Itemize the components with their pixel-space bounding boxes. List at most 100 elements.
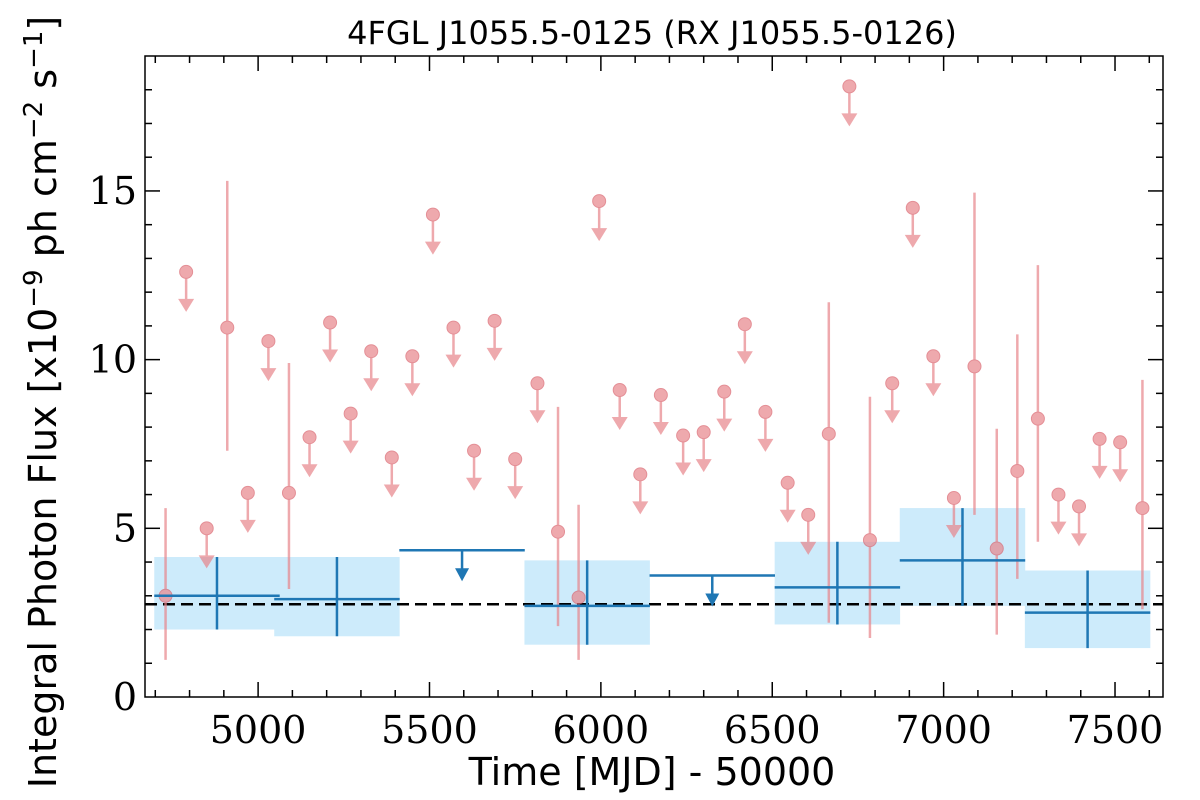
data-point xyxy=(343,406,358,421)
long-bin-point xyxy=(524,560,650,645)
data-point xyxy=(885,376,900,391)
short-bin-point xyxy=(301,430,318,478)
short-bin-point xyxy=(281,363,296,590)
short-bin-point xyxy=(841,79,858,127)
upper-limit-arrow xyxy=(675,462,692,476)
long-bin-point xyxy=(154,556,280,630)
data-point xyxy=(508,452,523,467)
short-bin-point xyxy=(363,344,380,392)
data-point xyxy=(220,320,235,335)
data-point xyxy=(1072,499,1087,514)
upper-limit-arrow xyxy=(591,228,608,242)
upper-limit-arrow xyxy=(779,509,796,523)
y-tick-label: 15 xyxy=(89,169,137,213)
upper-limit-arrow xyxy=(322,349,339,363)
long-bin-bands xyxy=(154,508,1151,649)
short-bin-point xyxy=(1071,499,1088,547)
data-point xyxy=(862,533,877,548)
short-bin-point xyxy=(945,490,962,538)
data-point xyxy=(467,443,482,458)
y-axis-label-exp3: −1 xyxy=(19,31,49,69)
short-bin-point xyxy=(571,504,586,660)
upper-limit-arrow xyxy=(757,438,774,452)
data-point xyxy=(323,315,338,330)
short-bin-point xyxy=(1050,487,1067,535)
data-point xyxy=(1092,431,1107,446)
short-bin-point xyxy=(884,376,901,424)
y-axis-label-mid2: s xyxy=(21,69,65,101)
upper-limit-arrow xyxy=(363,378,380,392)
short-bin-point xyxy=(507,452,524,500)
long-bin-point xyxy=(649,574,775,607)
short-bin-point xyxy=(1030,265,1045,542)
data-point xyxy=(487,313,502,328)
data-point xyxy=(653,388,668,403)
upper-limit-arrow xyxy=(507,486,524,500)
short-bin-point xyxy=(925,349,942,397)
data-point xyxy=(758,404,773,419)
data-point xyxy=(612,382,627,397)
upper-limit-arrow xyxy=(652,422,669,436)
short-bin-point xyxy=(342,406,359,454)
data-point xyxy=(261,334,276,349)
data-point xyxy=(1113,435,1128,450)
data-point xyxy=(967,359,982,374)
data-point xyxy=(1135,501,1150,516)
short-bin-point xyxy=(424,207,441,255)
data-point xyxy=(989,541,1004,556)
y-axis-label-mid: ph cm xyxy=(21,139,65,269)
short-bin-point xyxy=(220,180,235,451)
short-bin-point xyxy=(1135,379,1150,610)
data-point xyxy=(281,485,296,500)
chart-title: 4FGL J1055.5-0125 (RX J1055.5-0126) xyxy=(347,14,957,52)
data-point xyxy=(926,349,941,364)
short-bin-point xyxy=(198,521,215,569)
short-bin-point xyxy=(260,334,277,382)
short-bin-point xyxy=(551,406,566,627)
y-tick-label: 5 xyxy=(113,506,137,550)
x-tick-label: 7500 xyxy=(1067,708,1164,752)
long-bin-point xyxy=(1024,570,1151,649)
data-point xyxy=(676,428,691,443)
data-point xyxy=(384,450,399,465)
upper-limit-arrow xyxy=(884,410,901,424)
y-axis-label-exp2: −2 xyxy=(19,101,49,139)
data-point xyxy=(801,507,816,522)
upper-limit-arrow xyxy=(445,354,462,368)
data-point xyxy=(780,475,795,490)
data-point xyxy=(1030,411,1045,426)
data-point xyxy=(592,194,607,209)
long-bin-point xyxy=(899,508,1026,606)
data-point xyxy=(179,264,194,279)
data-point xyxy=(302,430,317,445)
short-bin-point xyxy=(862,396,877,638)
upper-limit-arrow xyxy=(342,440,359,454)
y-tick-labels: 0 5 10 15 xyxy=(89,169,137,719)
short-bin-point xyxy=(1091,431,1108,479)
short-bin-point xyxy=(178,264,195,312)
data-point xyxy=(842,79,857,94)
short-bin-point xyxy=(1010,334,1025,579)
upper-limit-arrow xyxy=(424,241,441,255)
data-point xyxy=(199,521,214,536)
data-point xyxy=(905,200,920,215)
y-axis-label-exp1: −9 xyxy=(19,269,49,307)
x-axis-label: Time [MJD] - 50000 xyxy=(468,750,836,794)
data-point xyxy=(364,344,379,359)
upper-limit-arrow xyxy=(925,383,942,397)
upper-limit-arrow xyxy=(466,477,483,491)
upper-limit-arrow xyxy=(529,410,546,424)
short-bin-point xyxy=(736,317,753,365)
x-tick-label: 7000 xyxy=(895,708,992,752)
data-point xyxy=(425,207,440,222)
data-point xyxy=(821,426,836,441)
x-tick-label: 6000 xyxy=(553,708,650,752)
long-bin-points xyxy=(154,508,1151,649)
data-point xyxy=(530,376,545,391)
data-point xyxy=(633,467,648,482)
upper-limit-arrow xyxy=(404,383,421,397)
short-bin-point xyxy=(239,485,256,533)
upper-limit-arrow xyxy=(705,593,720,607)
upper-limit-arrow xyxy=(632,501,649,515)
upper-limit-arrow xyxy=(841,113,858,127)
